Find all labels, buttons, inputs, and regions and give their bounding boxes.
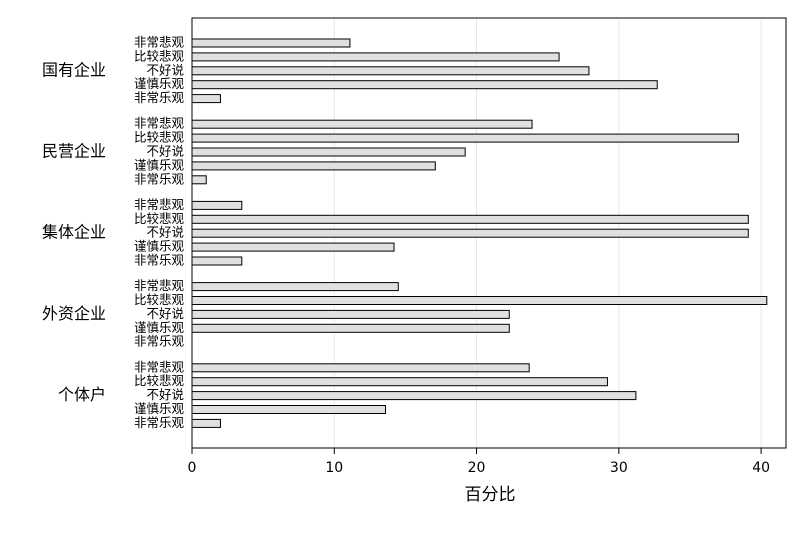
bar <box>191 66 590 76</box>
group-label: 集体企业 <box>42 223 106 242</box>
bar <box>191 133 739 143</box>
subcategory-label: 比较悲观 <box>134 130 185 145</box>
subcategory-label: 非常悲观 <box>134 278 185 293</box>
subcategory-label: 比较悲观 <box>134 211 185 226</box>
bar <box>191 296 768 305</box>
subcategory-label: 非常悲观 <box>134 197 185 212</box>
plot-frame <box>191 17 787 449</box>
bar <box>191 119 533 129</box>
x-tick-label: 30 <box>610 460 628 476</box>
bar <box>191 147 466 157</box>
bar <box>191 242 395 252</box>
x-tick-label: 40 <box>752 460 770 476</box>
subcategory-label: 非常悲观 <box>134 359 185 374</box>
subcategory-label: 非常乐观 <box>134 334 185 349</box>
subcategory-label: 谨慎乐观 <box>134 401 185 416</box>
subcategory-label: 谨慎乐观 <box>134 76 185 91</box>
subcategory-label: 不好说 <box>146 62 184 77</box>
bar <box>191 94 221 104</box>
bar <box>191 38 351 48</box>
subcategory-label: 非常乐观 <box>134 253 185 268</box>
subcategory-label: 非常悲观 <box>134 35 185 50</box>
bar <box>191 363 530 373</box>
group-label: 外资企业 <box>42 304 106 323</box>
subcategory-label: 谨慎乐观 <box>134 157 185 172</box>
group-label: 国有企业 <box>42 60 106 79</box>
subcategory-label: 非常乐观 <box>134 90 185 105</box>
subcategory-label: 非常乐观 <box>134 415 185 430</box>
subcategory-label: 非常悲观 <box>134 116 185 131</box>
bar <box>191 52 560 62</box>
bar <box>191 377 608 387</box>
bar <box>191 80 658 90</box>
bar <box>191 228 749 238</box>
bar <box>191 418 221 428</box>
x-tick-label: 20 <box>468 460 486 476</box>
x-tick-label: 0 <box>188 460 197 476</box>
subcategory-label: 不好说 <box>146 144 184 159</box>
subcategory-label: 非常乐观 <box>134 171 185 186</box>
bar <box>191 323 510 333</box>
subcategory-label: 不好说 <box>146 225 184 240</box>
x-tick-label: 10 <box>325 460 343 476</box>
subcategory-label: 不好说 <box>146 387 184 402</box>
x-axis-label: 百分比 <box>465 485 516 505</box>
bar <box>191 309 510 319</box>
subcategory-label: 不好说 <box>146 306 184 321</box>
subcategory-label: 谨慎乐观 <box>134 239 185 254</box>
subcategory-label: 比较悲观 <box>134 48 185 63</box>
subcategory-label: 谨慎乐观 <box>134 320 185 335</box>
bar <box>191 214 749 224</box>
bar <box>191 405 386 414</box>
bar <box>191 282 399 292</box>
bar <box>191 256 243 266</box>
bar <box>191 161 436 171</box>
group-label: 个体户 <box>58 385 106 404</box>
subcategory-label: 比较悲观 <box>134 292 185 307</box>
bar <box>191 200 243 210</box>
subcategory-label: 比较悲观 <box>134 373 185 388</box>
bar <box>191 175 207 185</box>
bar <box>191 391 637 401</box>
group-label: 民营企业 <box>42 142 106 161</box>
